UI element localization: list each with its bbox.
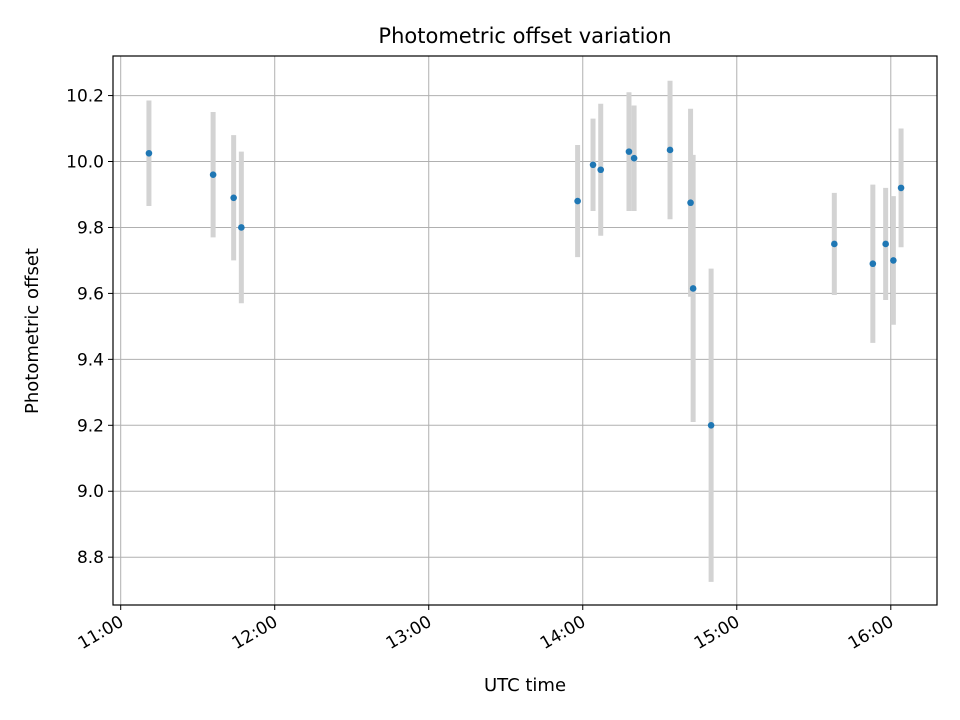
y-tick-label: 9.6 [77,284,104,304]
y-tick-label: 8.8 [77,548,104,568]
data-point [890,257,897,264]
data-point [869,260,877,268]
y-tick-label: 9.2 [77,416,104,436]
data-point [589,161,597,169]
y-axis-title: Photometric offset [22,248,43,414]
y-tick-label: 9.0 [77,482,104,502]
data-point [574,197,581,205]
data-point [630,154,638,162]
data-point [230,194,237,202]
data-point [897,184,905,192]
y-tick-label: 10.0 [66,153,104,173]
data-point [689,285,697,292]
data-point [882,240,889,248]
grid [113,56,937,605]
y-tick-label: 9.8 [77,218,104,238]
data-points [145,146,905,429]
data-point [625,148,633,155]
plot-frame [112,55,938,606]
x-axis-title: UTC time [484,675,566,696]
data-point [707,421,715,429]
data-point [831,240,838,248]
data-point [597,166,605,174]
data-point [145,149,153,157]
data-point [209,171,217,179]
data-point [666,146,674,154]
data-point [238,224,245,231]
y-axis-ticks: 8.8 9.0 9.2 9.4 9.6 9.8 10.0 10.2 [66,87,113,568]
data-point [687,199,694,207]
y-tick-label: 9.4 [77,350,104,370]
y-tick-label: 10.2 [66,87,104,107]
chart-title: Photometric offset variation [378,24,671,48]
